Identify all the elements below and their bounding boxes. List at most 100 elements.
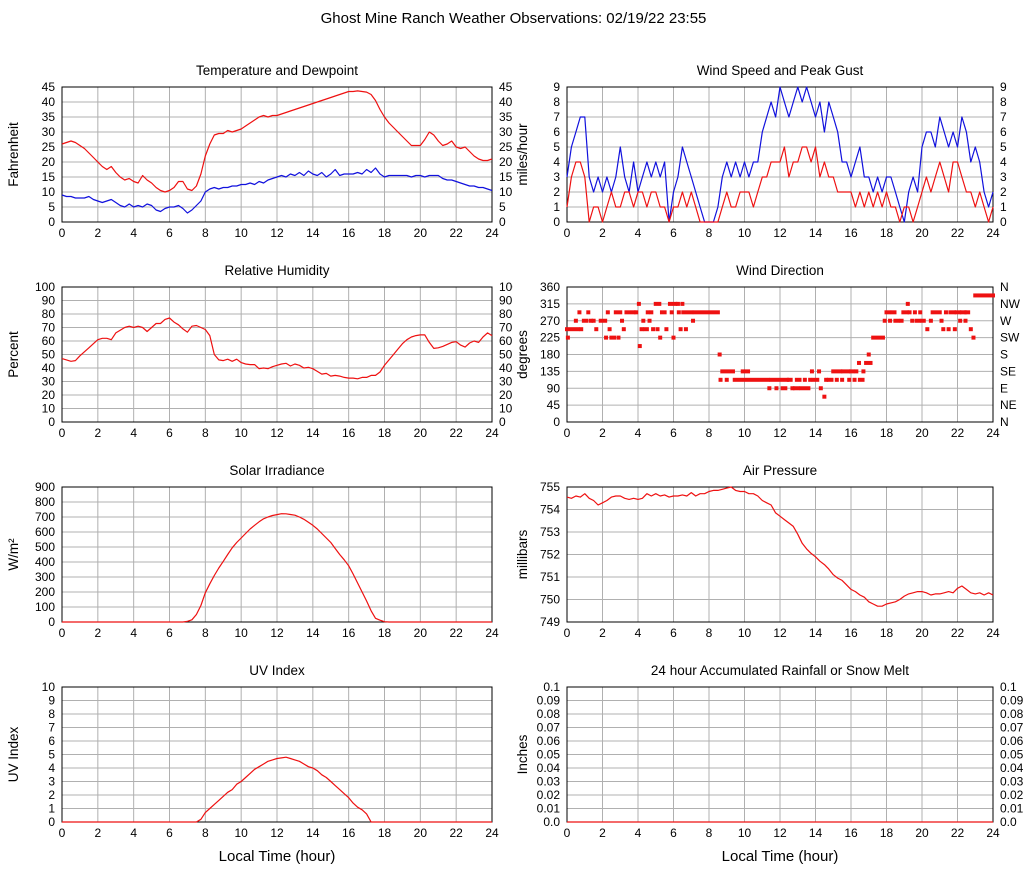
x-tick-label: 12 <box>773 826 787 840</box>
x-tick-label: 22 <box>951 426 965 440</box>
x-tick-label: 18 <box>378 226 392 240</box>
compass-label: SW <box>1000 331 1020 345</box>
y-tick-label-right: 1 <box>1000 200 1007 214</box>
y-tick-label: 2 <box>48 788 55 802</box>
y-tick-label: 90 <box>547 381 561 395</box>
y-tick-label: 315 <box>540 297 560 311</box>
y-tick-label: 225 <box>540 331 560 345</box>
y-tick-label: 800 <box>35 495 55 509</box>
x-tick-label: 2 <box>599 826 606 840</box>
y-tick-label-right: 0.05 <box>1000 748 1024 762</box>
plot-frame <box>61 686 493 823</box>
y-tick-label: 50 <box>42 348 56 362</box>
uv-index-line <box>62 756 492 823</box>
y-tick-label: 80 <box>42 307 56 321</box>
y-tick-label-right: 0.04 <box>1000 761 1024 775</box>
x-tick-label: 12 <box>773 426 787 440</box>
y-tick-label: 700 <box>35 510 55 524</box>
gridlines <box>566 686 994 823</box>
x-tick-label: 16 <box>844 626 858 640</box>
chart-title: Solar Irradiance <box>229 463 324 478</box>
x-tick-label: 22 <box>951 626 965 640</box>
x-tick-label: 22 <box>449 426 463 440</box>
x-tick-label: 2 <box>94 826 101 840</box>
chart-rainfall: 0 2 4 6 8 10 12 14 16 18 20 22 240.0 0.00.01 0.010.02 0… <box>515 663 1024 865</box>
y-tick-label: 3 <box>48 775 55 789</box>
chart-title: Wind Direction <box>736 263 824 278</box>
plot-frame <box>566 286 994 423</box>
y-tick-label: 753 <box>540 525 560 539</box>
y-tick-label: 755 <box>540 480 560 494</box>
x-tick-label: 12 <box>270 626 284 640</box>
compass-label: S <box>1000 348 1008 362</box>
y-tick-label-right: 45 <box>499 80 513 94</box>
x-tick-label: 20 <box>915 426 929 440</box>
x-tick-label: 24 <box>485 626 499 640</box>
y-tick-label: 20 <box>42 388 56 402</box>
y-tick-label: 9 <box>553 80 560 94</box>
x-tick-label: 4 <box>130 826 137 840</box>
plot-frame <box>61 86 493 223</box>
plot-frame <box>61 486 493 623</box>
y-tick-label: 0.07 <box>537 721 561 735</box>
x-tick-label: 14 <box>809 426 823 440</box>
y-tick-label-right: 25 <box>499 140 513 154</box>
y-tick-label: 5 <box>48 200 55 214</box>
y-tick-label-right: 40 <box>499 361 513 375</box>
gridlines <box>566 86 994 223</box>
y-tick-label: 8 <box>553 95 560 109</box>
x-tick-label: 24 <box>485 426 499 440</box>
y-tick-label: 10 <box>42 680 56 694</box>
x-tick-label: 24 <box>986 826 1000 840</box>
chart-solar-irradiance: 0 2 4 6 8 10 12 14 16 18 20 22 240100200300400500600… <box>6 463 499 640</box>
y-tick-label: 8 <box>48 707 55 721</box>
x-tick-label: 0 <box>564 826 571 840</box>
x-tick-label: 2 <box>599 426 606 440</box>
y-tick-label: 25 <box>42 140 56 154</box>
y-tick-label: 5 <box>48 748 55 762</box>
y-tick-label-right: 0.02 <box>1000 788 1024 802</box>
y-tick-label: 400 <box>35 555 55 569</box>
x-tick-label: 6 <box>166 826 173 840</box>
y-tick-label-right: 30 <box>499 375 513 389</box>
y-tick-label-right: 50 <box>499 348 513 362</box>
gridlines <box>61 286 493 423</box>
y-tick-label-right: 100 <box>499 280 513 294</box>
x-tick-label: 6 <box>166 426 173 440</box>
y-tick-label-right: 0 <box>1000 215 1007 229</box>
y-tick-label: 6 <box>553 125 560 139</box>
y-tick-label: 40 <box>42 361 56 375</box>
x-tick-label: 16 <box>342 226 356 240</box>
y-tick-label: 0 <box>48 615 55 629</box>
gridlines <box>61 486 493 623</box>
x-tick-label: 20 <box>414 226 428 240</box>
y-tick-label-right: 8 <box>1000 95 1007 109</box>
y-tick-label-right: 5 <box>499 200 506 214</box>
y-tick-label: 45 <box>547 398 561 412</box>
wind-speed-line <box>566 146 994 223</box>
y-tick-label-right: 80 <box>499 307 513 321</box>
x-tick-label: 4 <box>130 426 137 440</box>
y-tick-label-right: 0.06 <box>1000 734 1024 748</box>
y-tick-label: 1 <box>48 802 55 816</box>
x-tick-label: 0 <box>59 226 66 240</box>
x-tick-label: 8 <box>202 226 209 240</box>
y-tick-label: 270 <box>540 314 560 328</box>
x-tick-label: 0 <box>564 226 571 240</box>
y-tick-label-right: 10 <box>499 402 513 416</box>
x-tick-label: 2 <box>599 226 606 240</box>
y-tick-label: 4 <box>48 761 55 775</box>
x-tick-label: 24 <box>986 226 1000 240</box>
y-tick-label: 500 <box>35 540 55 554</box>
x-tick-label: 16 <box>844 826 858 840</box>
y-tick-label: 9 <box>48 694 55 708</box>
x-tick-label: 24 <box>485 226 499 240</box>
x-tick-label: 14 <box>306 626 320 640</box>
compass-label: N <box>1000 415 1009 429</box>
y-tick-label-right: 0.08 <box>1000 707 1024 721</box>
y-tick-label: 6 <box>48 734 55 748</box>
x-tick-label: 14 <box>306 226 320 240</box>
dewpoint-line <box>61 167 493 214</box>
y-tick-label-right: 0.09 <box>1000 694 1024 708</box>
